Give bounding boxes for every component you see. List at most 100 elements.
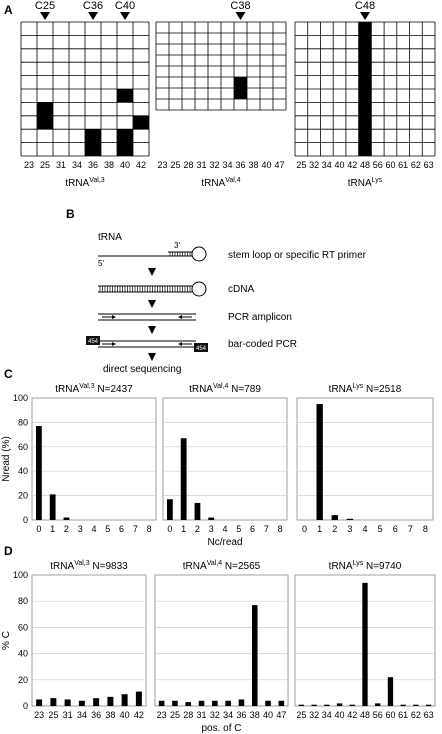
chart-3-x-tick-label: 25 [48, 710, 58, 720]
grid-1-position-label: 28 [183, 160, 193, 170]
chart-0-x-tick-label: 1 [50, 524, 55, 534]
chart-2-title-base: tRNA [329, 384, 353, 395]
scheme-step-5: direct sequencing [103, 364, 181, 375]
chart-0-title-sup: Val,3 [79, 383, 95, 390]
chart-0-bar [49, 494, 56, 520]
grid-1-position-label: 25 [170, 160, 180, 170]
chart-3-y-tick-label: 80 [18, 596, 28, 606]
chart-1-title-n: N=789 [228, 384, 261, 395]
grid-2-filled-cell [358, 142, 372, 156]
grid-0-filled-cell [117, 129, 133, 143]
chart-2-x-tick-label: 5 [378, 524, 383, 534]
chart-5-x-tick-label: 63 [424, 710, 434, 720]
chart-1-x-tick-label: 2 [195, 524, 200, 534]
chart-3-title-base: tRNA [50, 561, 74, 572]
grid-0-title-base: tRNA [65, 178, 89, 189]
grid-0-marker-arrow [40, 12, 50, 20]
grid-0-filled-cell [85, 129, 101, 143]
chart-3-y-tick-label: 20 [18, 675, 28, 685]
chart-0-x-tick-label: 8 [147, 524, 152, 534]
chart-3-frame [31, 574, 147, 707]
chart-3-x-tick-label: 31 [63, 710, 73, 720]
grid-2-position-label: 42 [347, 160, 357, 170]
chart-1-x-tick-label: 7 [264, 524, 269, 534]
chart-4-x-tick-label: 36 [236, 710, 246, 720]
grid-2-filled-cell [358, 62, 372, 76]
chart-3-x-tick-label: 23 [34, 710, 44, 720]
chart-4-x-tick-label: 38 [250, 710, 260, 720]
chart-0-y-tick-label: 20 [18, 491, 28, 501]
chart-1: 0 1 2 3 4 5 6 7 8 Nc/read tRNAVal,4 N=789 [162, 383, 288, 548]
chart-1-bar [180, 438, 187, 520]
chart-5-x-tick-label: 48 [360, 710, 370, 720]
chart-3-x-tick-label: 38 [105, 710, 115, 720]
grid-1-title-base: tRNA [201, 178, 225, 189]
chart-5-bar [298, 704, 305, 706]
grid-2-position-label: 62 [411, 160, 421, 170]
chart-4-x-tick-label: 40 [263, 710, 273, 720]
chart-0-x-tick-label: 4 [91, 524, 96, 534]
chart-4-bar [251, 605, 258, 706]
chart-2-bar [331, 515, 338, 520]
chart-3-bar [36, 699, 43, 706]
scheme-cdna-hatch [99, 286, 191, 292]
scheme-barcode-left: 454 [88, 339, 99, 345]
grid-0-position-label: 23 [24, 160, 34, 170]
chart-3-title-sup: Val,3 [74, 560, 90, 567]
grid-0-title-sup: Val,3 [89, 177, 105, 184]
chart-1-x-tick-label: 4 [222, 524, 227, 534]
scheme-step-1: stem loop or specific RT primer [228, 250, 367, 261]
chart-0-y-tick-label: 0 [23, 515, 28, 525]
grid-1-title-sup: Val,4 [225, 177, 241, 184]
chart-2-bar [346, 518, 354, 520]
scheme-3prime-label: 3' [174, 241, 180, 250]
chart-1-title-base: tRNA [189, 384, 213, 395]
chart-4-bar [158, 700, 165, 706]
chart-4-x-tick-label: 28 [183, 710, 193, 720]
chart-3-bar [121, 694, 128, 706]
grid-0-filled-cell [37, 115, 53, 130]
chart-1-x-tick-label: 0 [167, 524, 172, 534]
scheme-arrow-3 [148, 326, 156, 334]
grid-0-position-label: 40 [120, 160, 130, 170]
grid-2-position-label: 60 [385, 160, 395, 170]
chart-2-x-tick-label: 6 [393, 524, 398, 534]
chart-4-x-tick-label: 31 [197, 710, 207, 720]
chart-5-x-tick-label: 61 [398, 710, 408, 720]
chart-3-bar [93, 698, 100, 706]
grid-2: 25 32 34 40 42 48 56 60 61 62 63 C48 tRNALys [294, 0, 436, 189]
scheme-fwd-primer-head [112, 315, 116, 319]
grid-0-position-label: 34 [72, 160, 82, 170]
chart-0-title: tRNAVal,3 N=2437 [55, 383, 133, 395]
grid-2-position-label: 48 [360, 160, 370, 170]
grid-2-position-label: 25 [296, 160, 306, 170]
chart-0-x-tick-label: 6 [119, 524, 124, 534]
chart-5-title-sup: Lys [353, 560, 364, 567]
chart-4-x-tick-label: 25 [170, 710, 180, 720]
chart-2-x-tick-label: 4 [362, 524, 367, 534]
grid-0-title: tRNAVal,3 [65, 177, 104, 189]
chart-2-title-n: N=2518 [363, 384, 402, 395]
grid-2-position-label: 63 [424, 160, 434, 170]
grid-0-filled-cell [37, 102, 53, 116]
grid-0-marker-label: C25 [35, 0, 55, 12]
chart-5-bar [375, 703, 381, 706]
grid-2-position-label: 56 [373, 160, 383, 170]
grid-0-filled-cell [133, 115, 149, 130]
chart-4-frame [154, 574, 289, 707]
chart-4-title-n: N=2565 [222, 561, 261, 572]
chart-4-bar [265, 700, 271, 706]
chart-1-title: tRNAVal,4 N=789 [189, 383, 261, 395]
chart-3-bar [135, 691, 142, 706]
chart-1-x-tick-label: 6 [250, 524, 255, 534]
chart-5-bar [425, 704, 432, 706]
grid-0-position-label: 38 [104, 160, 114, 170]
chart-3-y-tick-label: 40 [18, 649, 28, 659]
grid-2-position-label: 40 [335, 160, 345, 170]
chart-5-x-tick-label: 42 [347, 710, 357, 720]
chart-4-bar [212, 700, 218, 706]
chart-5-x-tick-label: 32 [309, 710, 319, 720]
